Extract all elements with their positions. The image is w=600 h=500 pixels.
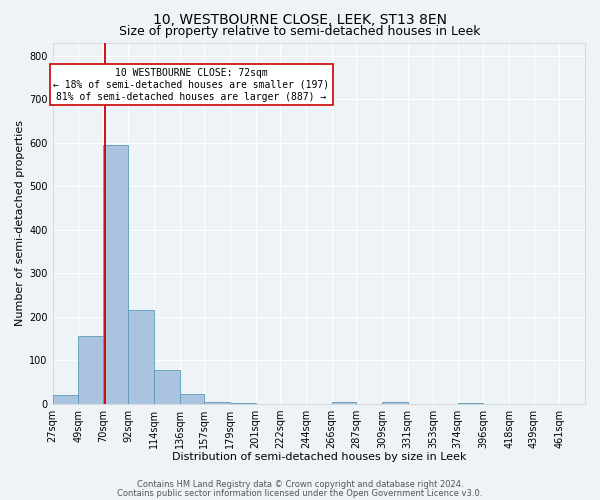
Bar (78, 336, 103, 404)
Text: Contains public sector information licensed under the Open Government Licence v3: Contains public sector information licen… (118, 489, 482, 498)
Y-axis label: Number of semi-detached properties: Number of semi-detached properties (15, 120, 25, 326)
Bar (53, 396, 78, 404)
Text: 10, WESTBOURNE CLOSE, LEEK, ST13 8EN: 10, WESTBOURNE CLOSE, LEEK, ST13 8EN (153, 12, 447, 26)
Bar (332, 402, 356, 404)
Bar (382, 402, 407, 404)
X-axis label: Distribution of semi-detached houses by size in Leek: Distribution of semi-detached houses by … (172, 452, 466, 462)
Bar (154, 370, 180, 404)
Bar (103, 145, 128, 404)
Text: Contains HM Land Registry data © Crown copyright and database right 2024.: Contains HM Land Registry data © Crown c… (137, 480, 463, 489)
Bar (128, 310, 154, 404)
Bar (230, 402, 256, 404)
Text: 10 WESTBOURNE CLOSE: 72sqm
← 18% of semi-detached houses are smaller (197)
81% o: 10 WESTBOURNE CLOSE: 72sqm ← 18% of semi… (53, 68, 329, 102)
Text: Size of property relative to semi-detached houses in Leek: Size of property relative to semi-detach… (119, 25, 481, 38)
Bar (458, 403, 484, 404)
Bar (180, 394, 205, 404)
Bar (205, 402, 230, 404)
